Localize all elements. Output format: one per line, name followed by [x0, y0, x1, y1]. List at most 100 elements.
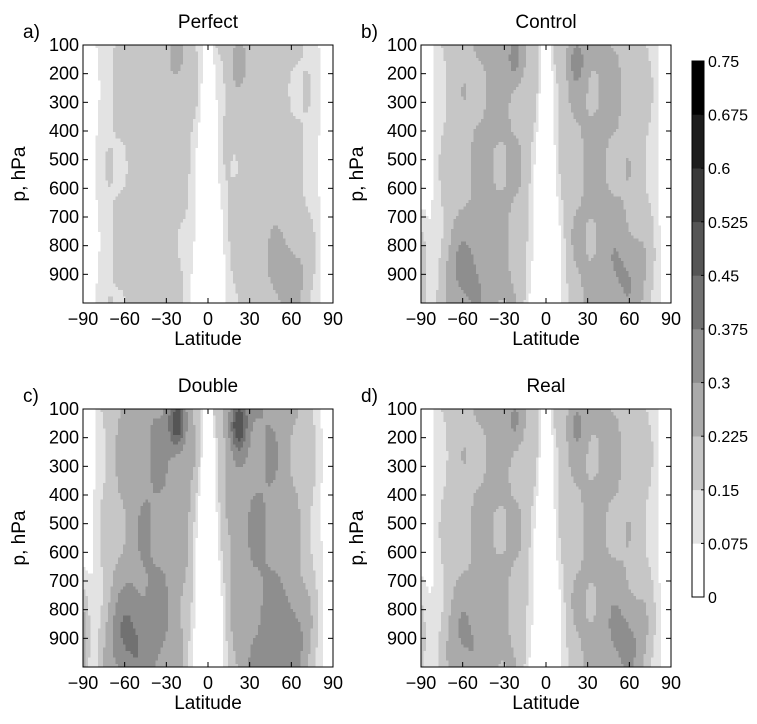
heatmap-cell: [106, 68, 109, 72]
heatmap-cell: [328, 97, 331, 101]
heatmap-cell: [176, 148, 179, 152]
heatmap-cell: [113, 74, 116, 78]
heatmap-cell: [256, 106, 259, 110]
heatmap-cell: [131, 87, 134, 91]
heatmap-cell: [203, 145, 206, 149]
heatmap-cell: [308, 74, 311, 78]
heatmap-cell: [223, 139, 226, 143]
heatmap-cell: [143, 135, 146, 139]
heatmap-cell: [311, 126, 314, 130]
heatmap-cell: [298, 119, 301, 123]
heatmap-cell: [301, 58, 304, 62]
heatmap-cell: [286, 116, 289, 120]
heatmap-cell: [138, 45, 141, 49]
heatmap-cell: [133, 90, 136, 94]
heatmap-cell: [103, 126, 106, 130]
heatmap-cell: [323, 126, 326, 130]
heatmap-cell: [246, 132, 249, 136]
heatmap-cell: [193, 129, 196, 133]
heatmap-cell: [146, 135, 149, 139]
heatmap-cell: [116, 84, 119, 88]
heatmap-cell: [263, 126, 266, 130]
heatmap-cell: [283, 113, 286, 117]
heatmap-cell: [303, 103, 306, 107]
heatmap-cell: [216, 145, 219, 149]
heatmap-cell: [103, 142, 106, 146]
heatmap-cell: [303, 126, 306, 130]
heatmap-cell: [288, 58, 291, 62]
heatmap-cell: [188, 71, 191, 75]
heatmap-cell: [216, 97, 219, 101]
heatmap-cell: [108, 48, 111, 52]
heatmap-cell: [293, 90, 296, 94]
heatmap-cell: [173, 126, 176, 130]
heatmap-cell: [156, 97, 159, 101]
heatmap-cell: [246, 93, 249, 97]
heatmap-cell: [241, 64, 244, 68]
heatmap-cell: [316, 103, 319, 107]
heatmap-cell: [278, 139, 281, 143]
heatmap-cell: [266, 51, 269, 55]
heatmap-cell: [261, 145, 264, 149]
heatmap-cell: [136, 51, 139, 55]
heatmap-cell: [241, 58, 244, 62]
heatmap-cell: [116, 113, 119, 117]
heatmap-cell: [198, 129, 201, 133]
heatmap-cell: [326, 97, 329, 101]
heatmap-cell: [141, 48, 144, 52]
heatmap-cell: [298, 61, 301, 65]
heatmap-cell: [136, 77, 139, 81]
heatmap-cell: [173, 84, 176, 88]
heatmap-cell: [111, 113, 114, 117]
heatmap-cell: [286, 126, 289, 130]
heatmap-cell: [161, 87, 164, 91]
heatmap-cell: [211, 100, 214, 104]
heatmap-cell: [103, 145, 106, 149]
heatmap-cell: [206, 122, 209, 126]
heatmap-cell: [183, 100, 186, 104]
heatmap-cell: [316, 74, 319, 78]
heatmap-cell: [188, 55, 191, 59]
heatmap-cell: [96, 106, 99, 110]
heatmap-cell: [298, 106, 301, 110]
heatmap-cell: [153, 80, 156, 84]
heatmap-cell: [158, 122, 161, 126]
heatmap-cell: [233, 126, 236, 130]
heatmap-cell: [233, 139, 236, 143]
heatmap-cell: [191, 100, 194, 104]
heatmap-cell: [133, 103, 136, 107]
heatmap-cell: [126, 71, 129, 75]
heatmap-cell: [96, 90, 99, 94]
heatmap-cell: [106, 122, 109, 126]
heatmap-cell: [108, 61, 111, 65]
heatmap-cell: [213, 132, 216, 136]
heatmap-cell: [91, 80, 94, 84]
heatmap-cell: [263, 74, 266, 78]
heatmap-cell: [153, 58, 156, 62]
heatmap-cell: [308, 126, 311, 130]
heatmap-cell: [123, 71, 126, 75]
heatmap-cell: [123, 80, 126, 84]
heatmap-cell: [231, 55, 234, 59]
heatmap-cell: [98, 68, 101, 72]
heatmap-cell: [221, 113, 224, 117]
heatmap-cell: [251, 51, 254, 55]
heatmap-cell: [208, 113, 211, 117]
heatmap-cell: [131, 97, 134, 101]
heatmap-cell: [188, 103, 191, 107]
heatmap-cell: [123, 100, 126, 104]
heatmap-cell: [123, 103, 126, 107]
heatmap-cell: [251, 139, 254, 143]
heatmap-cell: [118, 61, 121, 65]
heatmap-cell: [111, 103, 114, 107]
heatmap-cell: [91, 51, 94, 55]
heatmap-cell: [186, 106, 189, 110]
heatmap-cell: [153, 122, 156, 126]
heatmap-cell: [93, 116, 96, 120]
heatmap-cell: [203, 106, 206, 110]
heatmap-cell: [256, 58, 259, 62]
heatmap-cell: [266, 103, 269, 107]
heatmap-cell: [158, 51, 161, 55]
heatmap-cell: [153, 64, 156, 68]
heatmap-cell: [256, 145, 259, 149]
